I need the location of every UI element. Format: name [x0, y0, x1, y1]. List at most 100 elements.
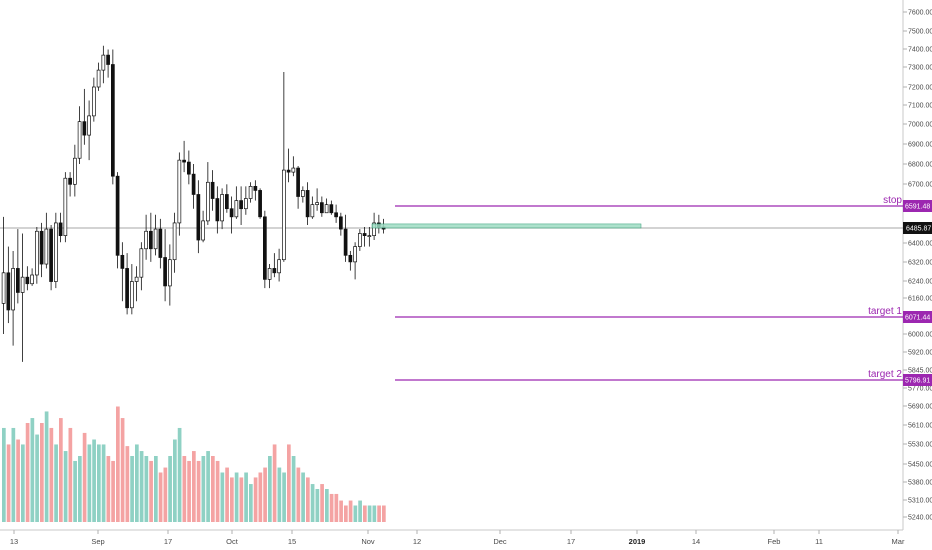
- candle-body: [1, 272, 6, 304]
- level-price-label: 6071.44: [905, 315, 930, 322]
- candle-body: [58, 222, 63, 236]
- candle: [291, 156, 296, 177]
- volume-bar: [187, 460, 191, 522]
- volume-bar: [268, 456, 272, 522]
- candle: [182, 140, 186, 173]
- volume-bar: [339, 500, 343, 522]
- candle-body: [253, 185, 258, 191]
- candle-body: [63, 177, 68, 236]
- candle-body: [291, 167, 296, 173]
- candle-body: [20, 276, 25, 293]
- price-tick-label: 7300.00: [908, 65, 932, 72]
- price-tick-label: 7200.00: [908, 85, 932, 92]
- time-tick-label: Mar: [892, 537, 905, 546]
- volume-bar: [372, 505, 377, 522]
- volume-bar: [206, 451, 210, 522]
- candle-body: [196, 194, 201, 241]
- volume-bar: [215, 460, 220, 522]
- candle: [353, 242, 357, 280]
- volume-bar: [253, 477, 258, 522]
- candle-body: [282, 169, 286, 261]
- candle-body: [358, 233, 362, 247]
- candle-body: [191, 173, 196, 195]
- price-axis[interactable]: 7600.00 7500.00 7400.00 7300.00 7200.00 7100.…: [903, 10, 932, 522]
- candle-body: [267, 268, 272, 280]
- candle-body: [367, 235, 372, 237]
- candle: [315, 188, 319, 211]
- price-tick-label: 7100.00: [908, 103, 932, 110]
- candle: [53, 212, 58, 289]
- candle-body: [44, 228, 49, 265]
- candle-body: [106, 54, 110, 65]
- volume-bar: [139, 451, 144, 522]
- candle-body: [110, 64, 115, 177]
- volume-bar: [310, 484, 315, 522]
- volume-bar: [306, 477, 310, 522]
- candle: [125, 253, 129, 315]
- candle: [172, 212, 177, 273]
- volume-bar: [78, 456, 82, 522]
- volume-bar: [282, 472, 286, 522]
- candle-body: [39, 230, 44, 265]
- candle: [324, 198, 329, 214]
- volume-bar: [30, 418, 35, 522]
- time-tick-label: 2019: [629, 537, 646, 546]
- price-tick-label: 7400.00: [908, 47, 932, 54]
- volume-bar: [382, 505, 386, 522]
- candle-body: [172, 222, 177, 261]
- candle: [149, 212, 153, 262]
- volume-bar: [97, 444, 101, 522]
- candle-body: [339, 216, 343, 230]
- volume-bar: [49, 427, 54, 522]
- volume-bar: [144, 456, 149, 522]
- candle-body: [6, 272, 11, 311]
- price-tick-label: 7600.00: [908, 10, 932, 17]
- candle: [301, 186, 305, 203]
- candle: [106, 49, 110, 78]
- candle: [68, 172, 72, 197]
- candle: [334, 204, 338, 223]
- candle-body: [210, 181, 215, 199]
- time-tick-label: Sep: [91, 537, 104, 546]
- candle: [229, 196, 234, 234]
- level-price-label: 6591.48: [905, 204, 930, 211]
- candle: [96, 62, 101, 91]
- candle-body: [206, 181, 210, 222]
- candle-body: [296, 167, 300, 197]
- candle-body: [72, 157, 77, 185]
- candle-body: [301, 190, 305, 197]
- candle: [263, 210, 267, 289]
- volume-bar: [182, 456, 187, 522]
- volume-bar: [73, 460, 77, 522]
- candle-body: [234, 200, 239, 218]
- volume-bar: [135, 444, 139, 522]
- candle: [206, 162, 210, 225]
- level-name: target 2: [868, 369, 902, 380]
- volume-bar: [125, 446, 130, 522]
- candle-body: [239, 200, 243, 210]
- time-tick-label: 11: [815, 537, 823, 546]
- level-price-tag: [903, 374, 932, 386]
- volume-bar: [59, 418, 63, 522]
- price-tick-label: 6240.00: [908, 279, 932, 286]
- candle-body: [144, 230, 148, 250]
- candle-body: [125, 268, 129, 309]
- candle: [177, 152, 182, 236]
- candle-body: [91, 86, 96, 117]
- volume-bar: [44, 411, 49, 522]
- candle: [196, 180, 201, 254]
- price-tick-label: 5845.00: [908, 368, 932, 375]
- candle-body: [286, 169, 291, 173]
- time-tick-label: 15: [288, 537, 296, 546]
- candle-body: [329, 204, 334, 214]
- time-axis[interactable]: 13 Sep 17 Oct 15 Nov 12 Dec 17 2019 14 Feb 11 Mar: [10, 530, 905, 546]
- candle: [130, 264, 134, 315]
- time-tick-label: Dec: [493, 537, 507, 546]
- entry-zone-box[interactable]: [371, 223, 642, 229]
- volume-bar: [35, 434, 39, 522]
